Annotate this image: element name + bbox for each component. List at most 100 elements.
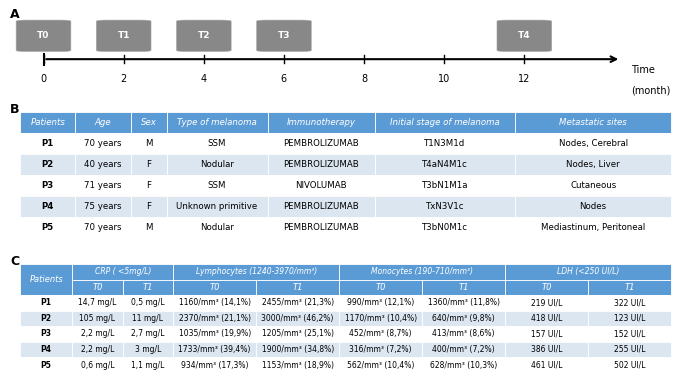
Text: LDH (<250 UI/L): LDH (<250 UI/L) (557, 267, 620, 276)
Bar (256, 342, 339, 357)
Text: T0: T0 (542, 283, 552, 292)
Text: 40 years: 40 years (84, 160, 122, 169)
Text: T1: T1 (292, 283, 303, 292)
Text: 0: 0 (41, 74, 47, 84)
Bar (73, 311, 123, 326)
Bar (73, 357, 123, 373)
Text: 990/mm³ (12,1%): 990/mm³ (12,1%) (347, 298, 414, 307)
Text: 934/mm³ (17,3%): 934/mm³ (17,3%) (181, 360, 248, 370)
Text: 2,7 mg/L: 2,7 mg/L (131, 329, 165, 338)
Text: T0: T0 (376, 283, 386, 292)
Text: T1N3M1d: T1N3M1d (424, 139, 466, 148)
Text: Nodes, Liver: Nodes, Liver (566, 160, 620, 169)
Bar (167, 217, 268, 238)
Bar (339, 326, 422, 342)
Text: 2455/mm³ (21,3%): 2455/mm³ (21,3%) (262, 298, 334, 307)
FancyBboxPatch shape (96, 20, 151, 52)
Text: 75 years: 75 years (84, 202, 122, 211)
Bar (268, 111, 375, 133)
Text: 1900/mm³ (34,8%): 1900/mm³ (34,8%) (262, 345, 334, 354)
Bar (75, 111, 131, 133)
Bar (589, 326, 671, 342)
Text: T3bN1M1a: T3bN1M1a (422, 181, 468, 190)
Text: 322 UI/L: 322 UI/L (614, 298, 645, 307)
Bar (123, 326, 173, 342)
Text: 157 UI/L: 157 UI/L (531, 329, 563, 338)
Bar (20, 133, 75, 153)
Text: Immunotherapy: Immunotherapy (287, 117, 356, 127)
Text: Nodular: Nodular (200, 223, 234, 232)
Text: C: C (10, 255, 19, 268)
Text: 0,5 mg/L: 0,5 mg/L (131, 298, 165, 307)
Text: P2: P2 (41, 160, 54, 169)
Bar (505, 357, 589, 373)
Text: B: B (10, 102, 20, 116)
Bar (123, 357, 173, 373)
Text: 562/mm³ (10,4%): 562/mm³ (10,4%) (347, 360, 414, 370)
Bar (256, 279, 339, 295)
Bar (20, 196, 75, 217)
Text: T0: T0 (210, 283, 220, 292)
Bar (131, 133, 167, 153)
Bar (268, 153, 375, 175)
Bar (20, 295, 73, 311)
Bar (75, 196, 131, 217)
Text: 2,2 mg/L: 2,2 mg/L (81, 329, 114, 338)
Bar (167, 196, 268, 217)
Bar (20, 357, 73, 373)
Text: 502 UI/L: 502 UI/L (614, 360, 645, 370)
Bar (20, 175, 75, 196)
Text: 10: 10 (438, 74, 450, 84)
Bar (73, 279, 123, 295)
Text: 413/mm³ (8,6%): 413/mm³ (8,6%) (433, 329, 495, 338)
Text: Lymphocytes (1240-3970/mm³): Lymphocytes (1240-3970/mm³) (195, 267, 317, 276)
Text: SSM: SSM (208, 139, 226, 148)
Text: 1360/mm³ (11,8%): 1360/mm³ (11,8%) (428, 298, 500, 307)
Text: CRP ( <5mg/L): CRP ( <5mg/L) (94, 267, 151, 276)
Text: Unknown primitive: Unknown primitive (176, 202, 258, 211)
Text: 1160/mm³ (14,1%): 1160/mm³ (14,1%) (179, 298, 251, 307)
Text: P1: P1 (41, 139, 54, 148)
Text: 8: 8 (361, 74, 367, 84)
Bar (256, 326, 339, 342)
Bar (20, 264, 73, 295)
Bar (73, 295, 123, 311)
Bar (131, 175, 167, 196)
Bar (20, 111, 75, 133)
Bar (123, 311, 173, 326)
Bar (339, 311, 422, 326)
Text: 1153/mm³ (18,9%): 1153/mm³ (18,9%) (262, 360, 334, 370)
Text: 400/mm³ (7,2%): 400/mm³ (7,2%) (433, 345, 495, 354)
Text: 70 years: 70 years (84, 139, 122, 148)
Text: 628/mm³ (10,3%): 628/mm³ (10,3%) (430, 360, 498, 370)
Text: T2: T2 (197, 31, 210, 40)
Bar (256, 357, 339, 373)
Bar (75, 175, 131, 196)
Text: F: F (146, 202, 151, 211)
Text: T1: T1 (142, 283, 153, 292)
Text: 1,1 mg/L: 1,1 mg/L (132, 360, 165, 370)
Bar (375, 133, 515, 153)
Text: (month): (month) (631, 86, 671, 96)
Text: Initial stage of melanoma: Initial stage of melanoma (390, 117, 500, 127)
Text: Cutaneous: Cutaneous (570, 181, 616, 190)
Bar (515, 111, 671, 133)
Bar (73, 264, 173, 279)
Text: PEMBROLIZUMAB: PEMBROLIZUMAB (283, 223, 359, 232)
Bar (268, 217, 375, 238)
Bar (589, 279, 671, 295)
Text: T1: T1 (458, 283, 469, 292)
Bar (505, 311, 589, 326)
Text: Mediastinum, Peritoneal: Mediastinum, Peritoneal (541, 223, 645, 232)
Bar (339, 295, 422, 311)
Text: 1733/mm³ (39,4%): 1733/mm³ (39,4%) (178, 345, 251, 354)
Bar (589, 311, 671, 326)
FancyBboxPatch shape (176, 20, 231, 52)
Text: P1: P1 (41, 298, 52, 307)
Text: PEMBROLIZUMAB: PEMBROLIZUMAB (283, 202, 359, 211)
Text: 461 UI/L: 461 UI/L (531, 360, 563, 370)
Bar (339, 264, 505, 279)
Text: 2370/mm³ (21,1%): 2370/mm³ (21,1%) (179, 314, 251, 323)
Bar (375, 175, 515, 196)
Text: 452/mm³ (8,7%): 452/mm³ (8,7%) (349, 329, 412, 338)
